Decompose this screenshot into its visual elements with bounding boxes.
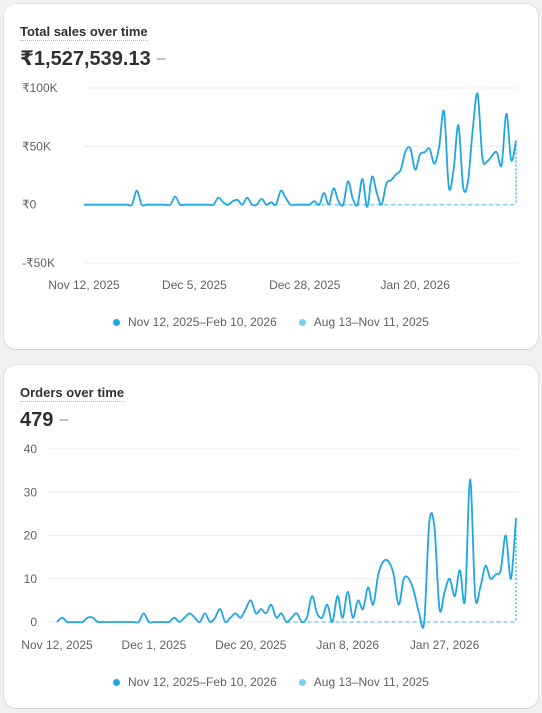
legend-dot-icon [113,318,120,326]
sales-legend: Nov 12, 2025–Feb 10, 2026 Aug 13–Nov 11,… [4,315,538,329]
sales-trend-indicator: – [156,50,166,67]
orders-legend-current-label: Nov 12, 2025–Feb 10, 2026 [128,675,277,689]
orders-card: Orders over time 479– 40 30 20 10 0 Nov 12, 2… [4,365,538,708]
sales-title[interactable]: Total sales over time [20,24,148,41]
sales-x-tick-label: Jan 20, 2026 [380,278,450,292]
orders-legend-previous-label: Aug 13–Nov 11, 2025 [313,675,429,689]
orders-chart[interactable]: 40 30 20 10 0 Nov 12, 2025 Dec 1, 2025 Dec 20, … [4,365,538,665]
sales-legend-current-label: Nov 12, 2025–Feb 10, 2026 [128,315,277,329]
legend-dot-icon [113,678,120,686]
orders-trend-indicator: – [59,411,69,428]
orders-value: 479– [20,408,68,434]
orders-legend-previous[interactable]: Aug 13–Nov 11, 2025 [298,675,429,689]
orders-legend-current[interactable]: Nov 12, 2025–Feb 10, 2026 [113,675,277,689]
orders-x-tick-label: Dec 1, 2025 [122,638,187,652]
sales-chart[interactable]: ₹100K ₹50K ₹0 -₹50K Nov 12, 2025 Dec 5, 2025 D… [4,4,538,304]
orders-x-tick-label: Jan 27, 2026 [410,638,480,652]
orders-x-tick-label: Jan 8, 2026 [316,638,379,652]
sales-card: Total sales over time ₹1,527,539.13– ₹10… [4,4,538,349]
sales-legend-previous-label: Aug 13–Nov 11, 2025 [313,315,429,329]
sales-y-tick-label: ₹100K [22,81,58,95]
sales-series-current[interactable] [84,92,517,208]
sales-x-tick-label: Dec 28, 2025 [269,278,341,292]
orders-y-tick-label: 20 [24,529,38,543]
orders-y-tick-label: 10 [24,572,38,586]
sales-legend-previous[interactable]: Aug 13–Nov 11, 2025 [298,315,429,329]
sales-total: ₹1,527,539.13 [20,48,151,70]
legend-dot-icon [298,318,306,326]
orders-y-tick-label: 30 [24,485,38,499]
orders-legend: Nov 12, 2025–Feb 10, 2026 Aug 13–Nov 11,… [4,675,538,689]
sales-x-tick-label: Nov 12, 2025 [48,278,120,292]
orders-y-tick-label: 0 [30,615,37,629]
sales-value: ₹1,527,539.13– [20,47,166,73]
orders-series-current[interactable] [56,478,517,629]
orders-y-tick-label: 40 [24,442,38,456]
sales-y-tick-label: ₹0 [22,198,37,212]
orders-x-tick-label: Dec 20, 2025 [215,638,287,652]
sales-y-tick-label: ₹50K [22,139,51,153]
orders-total: 479 [20,409,54,431]
sales-y-tick-label: -₹50K [22,256,55,270]
legend-dot-icon [298,678,306,686]
orders-x-tick-label: Nov 12, 2025 [21,638,93,652]
sales-legend-current[interactable]: Nov 12, 2025–Feb 10, 2026 [113,315,277,329]
sales-x-tick-label: Dec 5, 2025 [162,278,227,292]
orders-title[interactable]: Orders over time [20,385,125,402]
